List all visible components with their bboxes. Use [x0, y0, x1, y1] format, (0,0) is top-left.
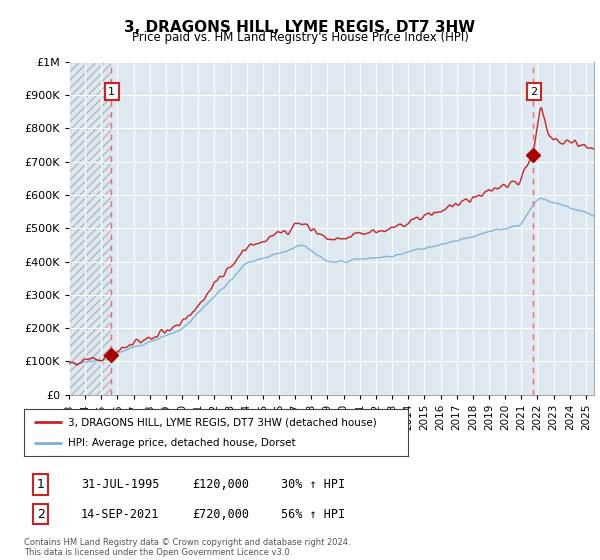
Text: 3, DRAGONS HILL, LYME REGIS, DT7 3HW: 3, DRAGONS HILL, LYME REGIS, DT7 3HW — [124, 20, 476, 35]
Text: £720,000: £720,000 — [192, 507, 249, 521]
Text: 1: 1 — [37, 478, 45, 491]
Text: HPI: Average price, detached house, Dorset: HPI: Average price, detached house, Dors… — [68, 438, 296, 448]
Text: 3, DRAGONS HILL, LYME REGIS, DT7 3HW (detached house): 3, DRAGONS HILL, LYME REGIS, DT7 3HW (de… — [68, 417, 377, 427]
Text: 14-SEP-2021: 14-SEP-2021 — [81, 507, 160, 521]
Text: 56% ↑ HPI: 56% ↑ HPI — [281, 507, 345, 521]
Text: 2: 2 — [37, 507, 45, 521]
Text: 30% ↑ HPI: 30% ↑ HPI — [281, 478, 345, 491]
Text: Price paid vs. HM Land Registry's House Price Index (HPI): Price paid vs. HM Land Registry's House … — [131, 31, 469, 44]
Text: £120,000: £120,000 — [192, 478, 249, 491]
Text: Contains HM Land Registry data © Crown copyright and database right 2024.
This d: Contains HM Land Registry data © Crown c… — [24, 538, 350, 557]
Text: 2: 2 — [530, 87, 538, 96]
Text: 31-JUL-1995: 31-JUL-1995 — [81, 478, 160, 491]
Text: 1: 1 — [109, 87, 115, 96]
Bar — [69, 62, 111, 395]
